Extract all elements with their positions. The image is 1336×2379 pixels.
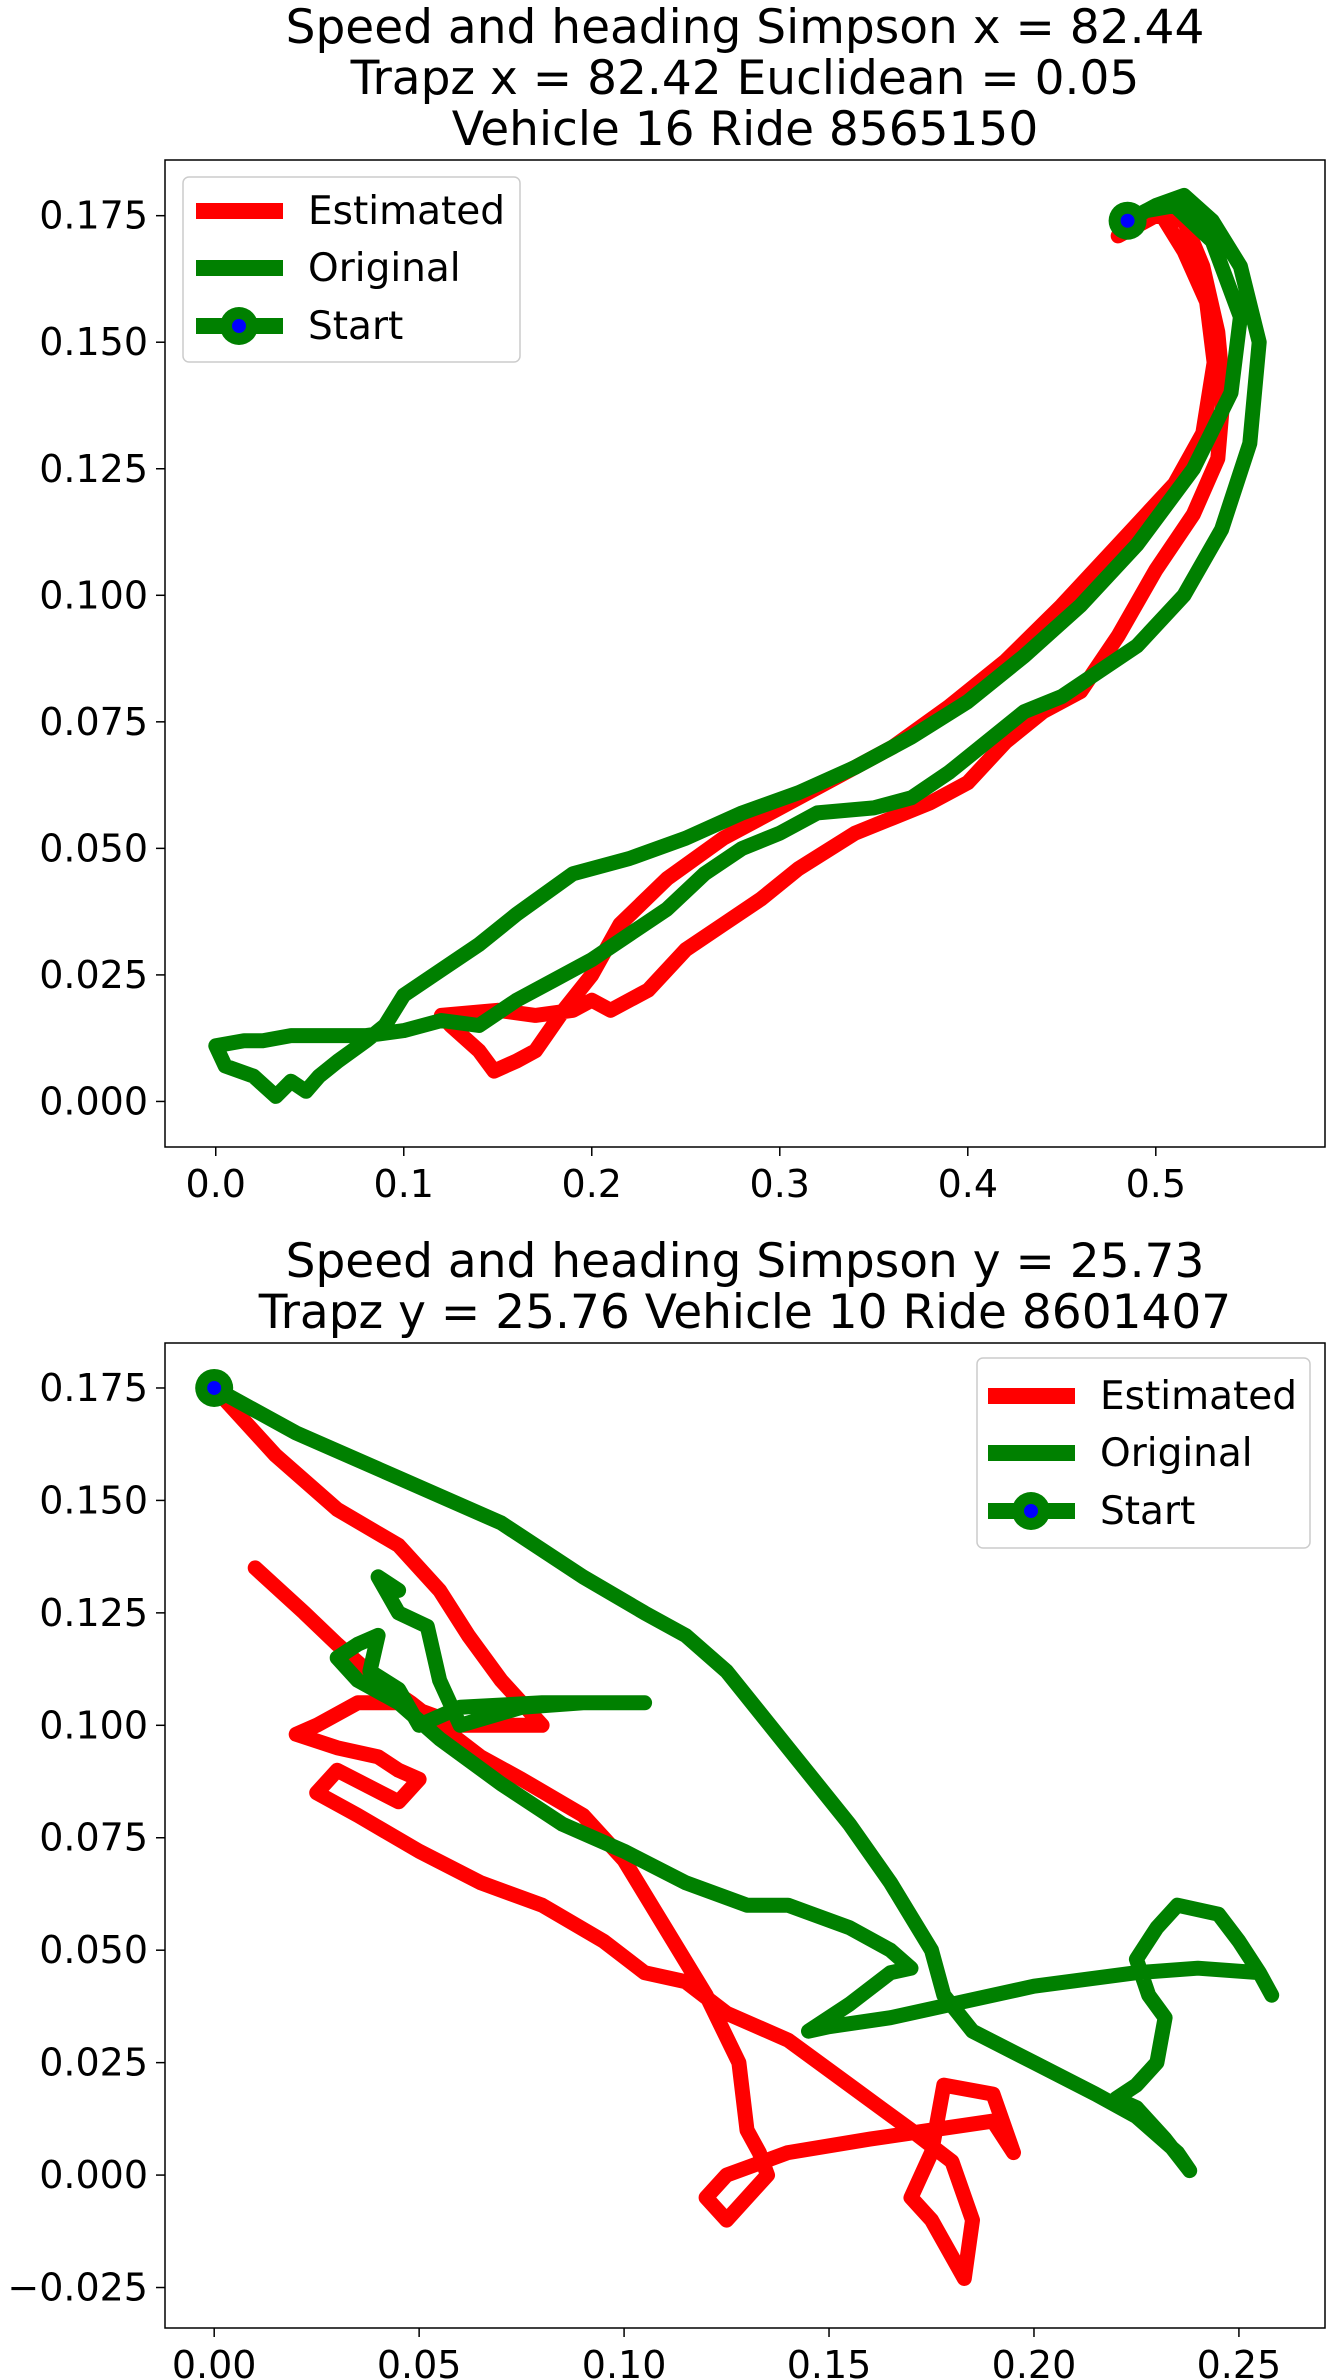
x-tick-label: 0.05 <box>377 2343 462 2379</box>
x-tick-label: 0.0 <box>186 1162 246 1206</box>
start-marker-dot <box>1120 213 1135 228</box>
y-tick-label: 0.150 <box>39 320 148 364</box>
chart-title-line-2: Trapz x = 82.42 Euclidean = 0.05 <box>350 51 1140 106</box>
x-tick-label: 0.20 <box>992 2343 1077 2379</box>
y-tick-label: 0.175 <box>39 194 148 238</box>
legend-estimated-label: Estimated <box>308 189 505 234</box>
chart-title-line-3: Vehicle 16 Ride 8565150 <box>452 102 1039 157</box>
y-tick-label: 0.050 <box>39 1928 148 1972</box>
y-tick-label: 0.100 <box>39 573 148 617</box>
chart-top: Speed and heading Simpson x = 82.44 Trap… <box>39 0 1326 1206</box>
legend-frame <box>182 176 521 363</box>
legend: Estimated Original Start <box>976 1357 1311 1549</box>
legend-estimated-label: Estimated <box>1100 1374 1297 1419</box>
chart-title-line-1: Speed and heading Simpson y = 25.73 <box>286 1234 1205 1289</box>
y-tick-label: 0.025 <box>39 2041 148 2085</box>
x-tick-label: 0.4 <box>938 1162 998 1206</box>
chart-title-line-2: Trapz y = 25.76 Vehicle 10 Ride 8601407 <box>258 1285 1231 1340</box>
legend-original-label: Original <box>1100 1431 1253 1476</box>
axes-frame <box>164 1342 1326 2329</box>
legend-start-label: Start <box>1100 1489 1195 1534</box>
chart-bottom: Speed and heading Simpson y = 25.73 Trap… <box>7 1234 1326 2379</box>
y-tick-label: 0.100 <box>39 1703 148 1747</box>
x-tick-label: 0.3 <box>750 1162 810 1206</box>
x-tick-label: 0.10 <box>582 2343 667 2379</box>
axis-ticks: 0.0 0.1 0.2 0.3 0.4 0.5 0.000 0.025 0.050 0.075 0.… <box>39 194 1186 1206</box>
y-tick-label: −0.025 <box>7 2266 148 2310</box>
plot-area <box>208 187 1267 1104</box>
x-tick-label: 0.25 <box>1197 2343 1282 2379</box>
y-tick-label: 0.150 <box>39 1478 148 1522</box>
series-line-estimated <box>206 1380 1021 2286</box>
x-tick-label: 0.5 <box>1126 1162 1186 1206</box>
x-tick-label: 0.2 <box>562 1162 622 1206</box>
legend-frame <box>976 1357 1311 1549</box>
y-tick-label: 0.175 <box>39 1366 148 1410</box>
start-marker-dot <box>207 1380 222 1395</box>
series-line-estimated <box>433 208 1231 1079</box>
axis-ticks: 0.00 0.05 0.10 0.15 0.20 0.25 −0.025 0.000 0.025… <box>7 1366 1281 2379</box>
x-tick-label: 0.15 <box>787 2343 872 2379</box>
plot-area <box>195 1368 1280 2286</box>
axes-frame <box>164 159 1326 1148</box>
legend-start-dot <box>232 319 246 333</box>
legend-original-label: Original <box>308 246 461 291</box>
legend-start-dot <box>1024 1504 1038 1518</box>
y-tick-label: 0.075 <box>39 1816 148 1860</box>
legend-start-label: Start <box>308 304 403 349</box>
x-tick-label: 0.1 <box>374 1162 434 1206</box>
x-tick-label: 0.00 <box>172 2343 257 2379</box>
y-tick-label: 0.125 <box>39 1591 148 1635</box>
y-tick-label: 0.025 <box>39 953 148 997</box>
y-tick-label: 0.000 <box>39 1079 148 1123</box>
y-tick-label: 0.075 <box>39 700 148 744</box>
y-tick-label: 0.000 <box>39 2153 148 2197</box>
y-tick-label: 0.125 <box>39 447 148 491</box>
y-tick-label: 0.050 <box>39 826 148 870</box>
chart-title-line-1: Speed and heading Simpson x = 82.44 <box>286 0 1205 55</box>
series-line-original <box>208 187 1267 1104</box>
series-line-original <box>206 1380 1280 2179</box>
legend: Estimated Original Start <box>182 176 521 363</box>
